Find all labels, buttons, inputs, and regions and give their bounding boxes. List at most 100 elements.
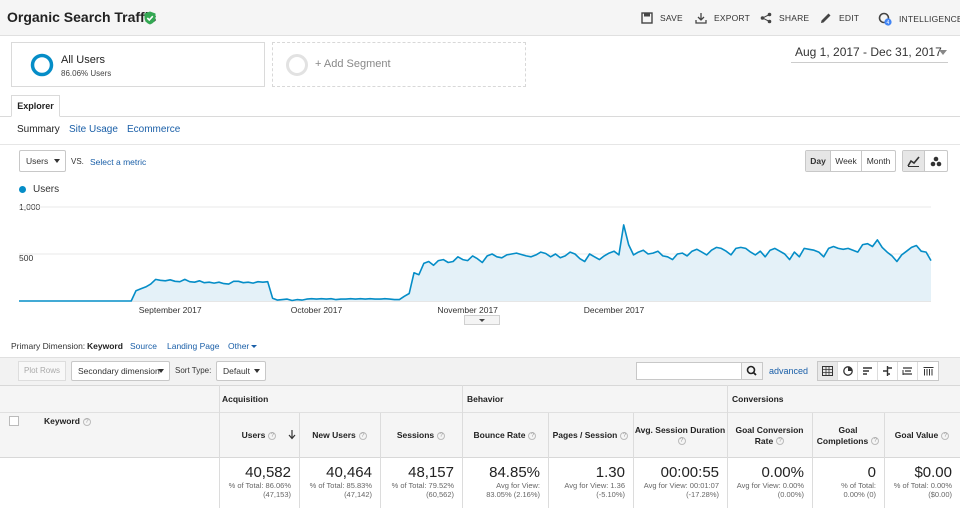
segment-ring-icon [30,53,54,77]
pie-chart-icon [842,366,853,376]
all-users-segment[interactable]: All Users 86.06% Users [11,42,265,87]
motion-chart-button[interactable] [925,151,947,171]
save-button[interactable]: SAVE [641,12,683,24]
keyword-column-header[interactable]: Keyword? [44,416,91,426]
total-cell-bounce-rate: 84.85% Avg for View: 83.05% (2.16%) [462,458,548,508]
subtab-site-usage[interactable]: Site Usage [69,124,118,135]
column-divider [812,413,813,508]
view-performance-button[interactable] [858,362,878,380]
total-subtext: Avg for View: 00:01:07 [643,481,719,490]
column-header-sessions[interactable]: Sessions? [380,413,462,458]
help-icon[interactable]: ? [528,431,537,440]
total-value: 0 [867,464,876,481]
view-term-cloud-button[interactable] [898,362,918,380]
column-header-label: New Users? [312,430,367,441]
view-comparison-button[interactable] [878,362,898,380]
view-percentage-button[interactable] [838,362,858,380]
metric-dropdown[interactable]: Users [19,150,66,172]
users-legend-label[interactable]: Users [33,184,60,195]
help-icon[interactable]: ? [871,437,880,446]
total-subtext: Avg for View: 0.00% [736,481,804,490]
date-range-picker[interactable]: Aug 1, 2017 - Dec 31, 2017 [795,45,942,59]
total-subtext: 0.00% (0) [843,490,876,499]
table-search-button[interactable] [741,362,763,380]
edit-button[interactable]: EDIT [820,12,859,24]
help-icon[interactable]: ? [941,431,950,440]
column-header-bounce-rate[interactable]: Bounce Rate? [462,413,548,458]
users-area-chart[interactable] [0,195,960,320]
granularity-day-button[interactable]: Day [806,151,831,171]
granularity-month-button[interactable]: Month [866,156,891,166]
column-header-label: Bounce Rate? [474,430,537,441]
line-chart-button[interactable] [903,151,925,171]
x-tick-label: December 2017 [583,305,645,315]
sort-type-dropdown[interactable]: Default [216,361,266,381]
column-header-goal-value[interactable]: Goal Value? [884,413,960,458]
view-data-button[interactable] [818,362,838,380]
help-icon[interactable]: ? [82,417,91,426]
total-cell-avg-session-duration: 00:00:55 Avg for View: 00:01:07 (-17.28%) [633,458,727,508]
plot-rows-button[interactable]: Plot Rows [18,361,66,381]
secondary-dimension-label: Secondary dimension [78,366,160,376]
export-button[interactable]: EXPORT [695,12,750,24]
help-icon[interactable]: ? [268,431,277,440]
column-header-goal-conversion-rate[interactable]: Goal Conversion Rate? [727,413,812,458]
subtab-summary[interactable]: Summary [17,124,60,135]
table-search-input[interactable] [636,362,742,380]
total-subtext: Avg for View: [496,481,540,490]
chart-type-toggle [902,150,948,172]
share-icon [760,12,772,24]
dimension-landing-page[interactable]: Landing Page [167,341,220,351]
other-caret-icon[interactable] [251,345,257,348]
dimension-source[interactable]: Source [130,341,157,351]
column-header-label: Goal Value? [895,430,950,441]
select-metric-link[interactable]: Select a metric [90,157,147,167]
help-icon[interactable]: ? [620,431,629,440]
tab-explorer[interactable]: Explorer [11,95,60,117]
sort-descending-icon[interactable] [288,430,296,440]
view-pivot-button[interactable] [918,362,938,380]
group-divider [462,385,463,508]
column-header-users[interactable]: Users? [219,413,299,458]
total-subtext: % of Total: [841,481,876,490]
dimension-other[interactable]: Other [228,341,250,351]
help-icon[interactable]: ? [677,437,686,446]
column-header-label: Sessions? [397,430,446,441]
help-icon[interactable]: ? [437,431,446,440]
add-segment-button[interactable]: + Add Segment [272,42,526,87]
users-series-line[interactable] [19,224,932,302]
advanced-filter-link[interactable]: advanced [769,366,809,376]
table-view-toggle [817,361,939,381]
column-header-new-users[interactable]: New Users? [299,413,380,458]
total-subtext: (0.00%) [777,490,804,499]
help-icon[interactable]: ? [358,431,367,440]
total-value: 40,582 [245,464,291,481]
date-range-caret-icon[interactable] [939,50,947,55]
column-header-avg-session-duration[interactable]: Avg. Session Duration? [633,413,727,458]
granularity-week-button[interactable]: Week [831,151,862,171]
intelligence-button[interactable]: 4 INTELLIGENCE [878,12,960,26]
subtab-ecommerce[interactable]: Ecommerce [127,124,181,135]
chevron-down-icon [254,369,260,373]
column-divider [299,413,300,508]
column-divider [884,413,885,508]
tab-divider [0,116,960,117]
total-subtext: (60,562) [426,490,454,499]
users-legend-dot [19,186,26,193]
column-header-label: Goal Completions? [812,425,884,447]
column-header-pages-per-session[interactable]: Pages / Session? [548,413,633,458]
total-subtext: % of Total: 0.00% [893,481,952,490]
secondary-dimension-dropdown[interactable]: Secondary dimension [71,361,170,381]
select-all-checkbox[interactable] [9,416,19,426]
total-cell-goal-completions: 0% of Total: 0.00% (0) [812,458,884,508]
column-divider [548,413,549,508]
help-icon[interactable]: ? [776,437,785,446]
dimension-keyword[interactable]: Keyword [87,341,123,351]
group-divider [219,385,220,508]
total-subtext: Avg for View: 1.36 [564,481,625,490]
users-area-fill [19,224,931,301]
column-header-goal-completions[interactable]: Goal Completions? [812,413,884,458]
share-button[interactable]: SHARE [760,12,809,24]
pivot-icon [902,367,912,375]
collapse-chart-button[interactable] [464,315,500,325]
